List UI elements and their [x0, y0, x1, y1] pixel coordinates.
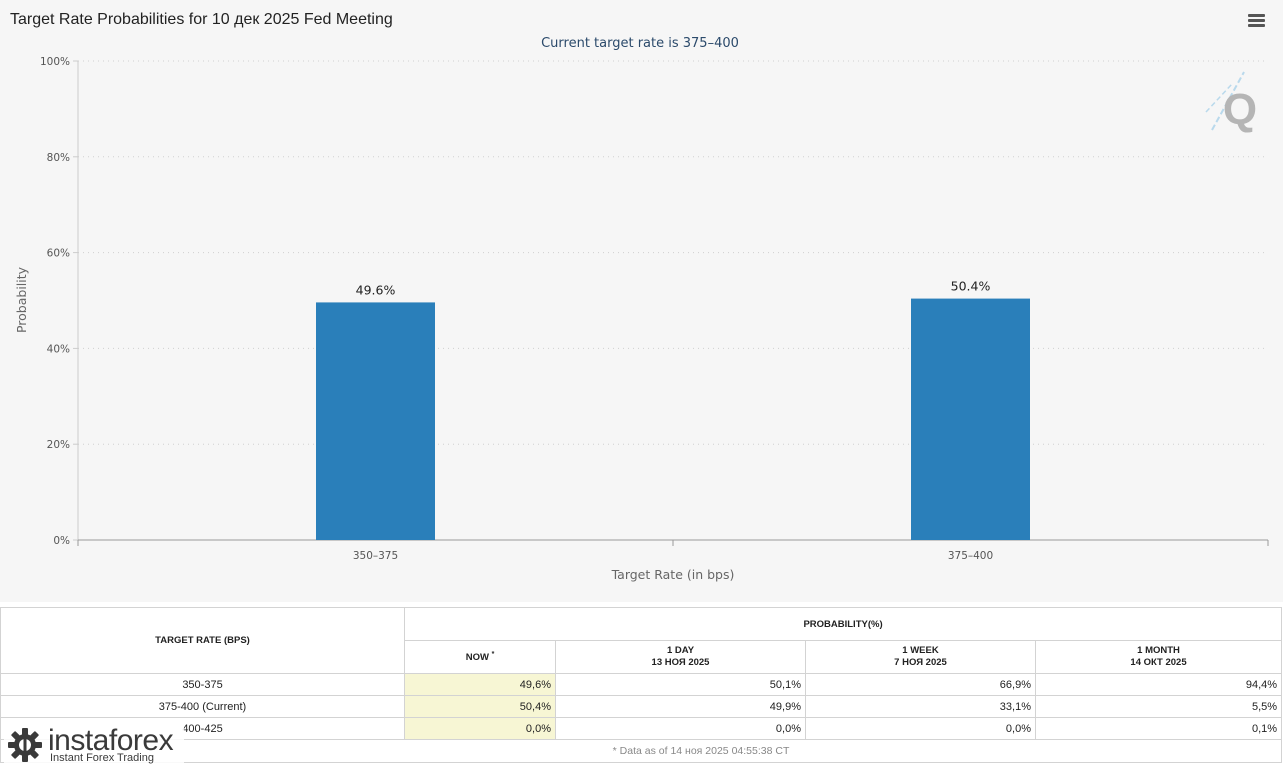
y-tick-label: 20% [47, 439, 70, 451]
y-grid [73, 60, 1268, 541]
target-rate-header: TARGET RATE (BPS) [0, 607, 405, 674]
month-value: 5,5% [1034, 695, 1283, 718]
x-tick-label: 350–375 [353, 550, 398, 562]
probability-header: PROBABILITY(%) [403, 607, 1283, 641]
table-row: 375-400 (Current) 50,4% 49,9% 33,1% 5,5% [0, 695, 1283, 718]
col-header-1-day: 1 DAY 13 НОЯ 2025 [555, 640, 806, 674]
week-value: 33,1% [805, 695, 1036, 718]
x-tick-label: 375–400 [948, 550, 993, 562]
x-tick-labels: 350–375 375–400 [77, 540, 1269, 562]
day-value: 49,9% [555, 695, 806, 718]
bar[interactable] [316, 302, 435, 540]
y-tick-label: 0% [53, 535, 70, 547]
col-header-1-week: 1 WEEK 7 НОЯ 2025 [805, 640, 1036, 674]
hamburger-menu-icon[interactable] [1244, 12, 1268, 32]
table-row: 350-375 49,6% 50,1% 66,9% 94,4% [0, 673, 1283, 696]
bars [316, 298, 1030, 540]
week-value: 0,0% [805, 717, 1036, 740]
month-value: 94,4% [1034, 673, 1283, 696]
x-axis-title: Target Rate (in bps) [611, 567, 735, 582]
col-header-now: NOW * [404, 640, 556, 674]
data-timestamp-note: * Data as of 14 ноя 2025 04:55:38 CT [0, 739, 1283, 763]
rate-cell: 350-375 [0, 673, 405, 696]
month-value: 0,1% [1034, 717, 1283, 740]
instaforex-tagline: Instant Forex Trading [50, 752, 154, 764]
bar-chart: Target Rate Probabilities for 10 дек 202… [10, 11, 1269, 582]
rate-cell: 375-400 (Current) [0, 695, 405, 718]
y-tick-label: 40% [47, 343, 70, 355]
now-value: 50,4% [404, 695, 556, 718]
data-label: 50.4% [951, 279, 991, 294]
y-tick-label: 100% [40, 56, 70, 68]
now-value: 0,0% [404, 717, 556, 740]
cme-q-logo-icon: Q [1205, 71, 1257, 134]
instaforex-gear-logo-icon [8, 728, 42, 762]
y-axis-title: Probability [14, 266, 29, 333]
table-row: 400-425 0,0% 0,0% 0,0% 0,1% [0, 717, 1283, 740]
chart-title: Target Rate Probabilities for 10 дек 202… [10, 11, 393, 28]
y-tick-labels: 0% 20% 40% 60% 80% 100% [40, 56, 70, 547]
instaforex-brand: instaforex [48, 724, 174, 757]
data-labels: 49.6% 50.4% [356, 279, 991, 298]
probability-table: TARGET RATE (BPS) PROBABILITY(%) NOW * 1… [0, 607, 1283, 765]
instaforex-watermark: instaforex Instant Forex Trading [4, 724, 184, 766]
y-tick-label: 60% [47, 248, 70, 260]
day-value: 50,1% [555, 673, 806, 696]
chart-panel: Target Rate Probabilities for 10 дек 202… [10, 11, 1269, 582]
bar[interactable] [911, 298, 1030, 540]
chart-subtitle: Current target rate is 375–400 [541, 36, 739, 51]
col-header-1-month: 1 MONTH 14 ОКТ 2025 [1034, 640, 1283, 674]
now-value: 49,6% [404, 673, 556, 696]
week-value: 66,9% [805, 673, 1036, 696]
day-value: 0,0% [555, 717, 806, 740]
y-tick-label: 80% [47, 152, 70, 164]
q-logo-letter: Q [1223, 85, 1257, 134]
data-label: 49.6% [356, 282, 396, 297]
